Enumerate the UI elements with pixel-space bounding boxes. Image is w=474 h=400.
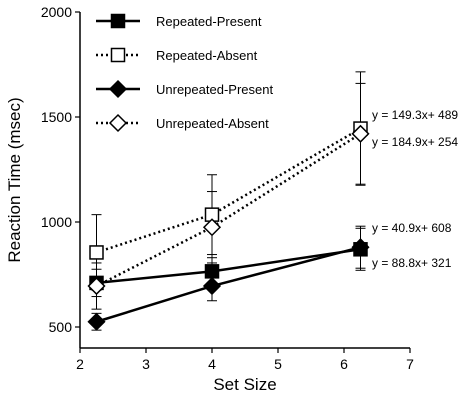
x-tick-label: 5 (274, 356, 282, 372)
axes (79, 12, 410, 349)
data-point-unrepeated-absent (351, 124, 370, 143)
data-point-repeated-absent (89, 245, 104, 260)
legend-marker-repeated-present (110, 13, 126, 29)
data-point-repeated-present (204, 264, 220, 279)
legend-marker-unrepeated-absent (108, 113, 128, 133)
legend-marker-unrepeated-present (108, 79, 128, 99)
legend-label-repeated-absent: Repeated-Absent (156, 48, 258, 63)
error-bars (91, 71, 366, 331)
legend-marker-repeated-absent (110, 47, 126, 63)
annotation-unrepeated-present: y = 88.8x+ 321 (372, 256, 452, 270)
x-tick-label: 4 (208, 356, 216, 372)
x-axis-label: Set Size (213, 375, 276, 394)
data-point-unrepeated-present (87, 312, 106, 331)
y-axis-label: Reaction Time (msec) (5, 97, 24, 262)
data-point-unrepeated-absent (87, 276, 106, 296)
series-line-repeated-absent (96, 127, 362, 254)
y-tick-label: 1500 (41, 109, 72, 125)
data-point-unrepeated-absent (202, 218, 222, 237)
series-line-repeated-present (96, 248, 361, 285)
annotation-unrepeated-absent: y = 184.9x+ 254 (372, 135, 458, 149)
series-line-unrepeated-present (96, 245, 361, 323)
x-tick-label: 7 (406, 356, 414, 372)
series-lines (95, 127, 362, 323)
x-ticks: 2 3 4 5 6 7 (76, 348, 414, 372)
y-ticks: 500 1000 1500 2000 (41, 4, 80, 335)
y-tick-label: 500 (49, 319, 73, 335)
annotation-repeated-absent: y = 149.3x+ 489 (372, 108, 458, 122)
x-tick-label: 6 (340, 356, 348, 372)
legend-label-unrepeated-absent: Unrepeated-Absent (156, 116, 269, 131)
legend-label-repeated-present: Repeated-Present (156, 14, 262, 29)
y-tick-label: 1000 (41, 214, 72, 230)
regression-annotations: y = 149.3x+ 489 y = 184.9x+ 254 y = 40.9… (372, 108, 458, 270)
data-point-unrepeated-present (351, 238, 370, 257)
series-line-unrepeated-absent (95, 132, 362, 288)
x-tick-label: 2 (76, 356, 84, 372)
legend: Repeated-Present Repeated-Absent Unrepeate… (96, 13, 273, 133)
x-tick-label: 3 (142, 356, 150, 372)
data-markers (87, 121, 370, 331)
data-point-unrepeated-present (202, 276, 222, 296)
annotation-repeated-present: y = 40.9x+ 608 (372, 221, 452, 235)
legend-label-unrepeated-present: Unrepeated-Present (156, 82, 273, 97)
y-tick-label: 2000 (41, 4, 72, 20)
